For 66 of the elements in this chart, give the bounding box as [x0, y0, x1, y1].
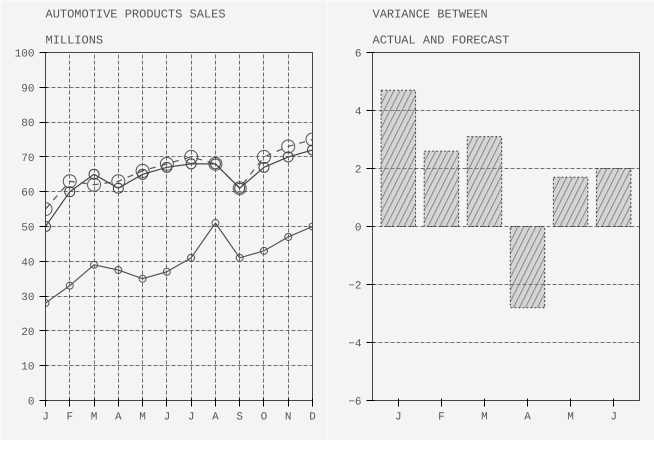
point — [64, 186, 76, 198]
y-tick-label: 30 — [21, 292, 34, 304]
y-tick-label: 50 — [21, 222, 34, 234]
point — [236, 254, 244, 262]
x-tick-label: M — [481, 412, 488, 424]
chart-subtitle: MILLIONS — [46, 34, 104, 48]
x-tick-label: F — [438, 412, 445, 424]
x-tick-label: N — [284, 412, 292, 424]
point — [260, 246, 268, 255]
point — [137, 168, 148, 180]
y-tick-label: −4 — [348, 338, 362, 350]
y-tick-label: −2 — [348, 280, 362, 292]
point — [282, 151, 294, 162]
x-tick-label: M — [90, 412, 98, 424]
y-tick-label: −6 — [348, 396, 362, 408]
point — [62, 174, 77, 188]
point — [112, 182, 124, 194]
chart-subtitle: ACTUAL AND FORECAST — [372, 34, 510, 48]
point — [281, 139, 296, 154]
point — [87, 178, 102, 192]
point — [88, 168, 100, 180]
x-tick-label: A — [524, 412, 532, 424]
x-tick-label: S — [236, 412, 244, 424]
point — [138, 274, 147, 283]
point — [90, 260, 98, 269]
x-tick-label: D — [309, 412, 316, 424]
point — [211, 219, 220, 228]
point — [114, 266, 122, 274]
y-tick-label: 6 — [354, 48, 362, 60]
x-tick-label: M — [139, 412, 146, 424]
x-tick-label: A — [212, 412, 220, 424]
point — [284, 232, 292, 241]
y-tick-label: 0 — [28, 396, 35, 408]
y-tick-label: 80 — [21, 118, 34, 130]
y-tick-label: 20 — [21, 326, 34, 339]
x-tick-label: A — [115, 412, 122, 424]
y-tick-label: 10 — [21, 362, 34, 374]
chart-title: AUTOMOTIVE PRODUCTS SALES — [46, 8, 226, 22]
x-tick-label: J — [188, 412, 194, 424]
point — [256, 150, 271, 164]
y-tick-label: 40 — [21, 257, 34, 270]
x-tick-label: J — [164, 412, 170, 424]
y-tick-label: 2 — [354, 164, 362, 176]
point — [136, 164, 150, 178]
chart-title: VARIANCE BETWEEN — [372, 8, 488, 22]
point — [111, 174, 126, 188]
point — [66, 282, 74, 290]
x-tick-label: O — [260, 412, 268, 424]
y-tick-label: 60 — [21, 188, 34, 200]
point — [162, 268, 171, 276]
point — [258, 162, 270, 173]
x-tick-label: F — [66, 412, 74, 424]
y-tick-label: 0 — [354, 222, 362, 234]
point — [184, 150, 198, 164]
point — [186, 158, 197, 170]
x-tick-label: J — [610, 412, 617, 424]
y-tick-label: 70 — [21, 152, 34, 165]
x-tick-label: J — [42, 412, 49, 424]
y-tick-label: 100 — [14, 48, 35, 60]
point — [160, 156, 174, 171]
x-tick-label: J — [395, 412, 402, 424]
point — [161, 162, 172, 173]
x-tick-label: M — [567, 412, 574, 424]
y-tick-label: 90 — [21, 83, 34, 96]
point — [187, 254, 196, 262]
y-tick-label: 4 — [354, 106, 362, 118]
